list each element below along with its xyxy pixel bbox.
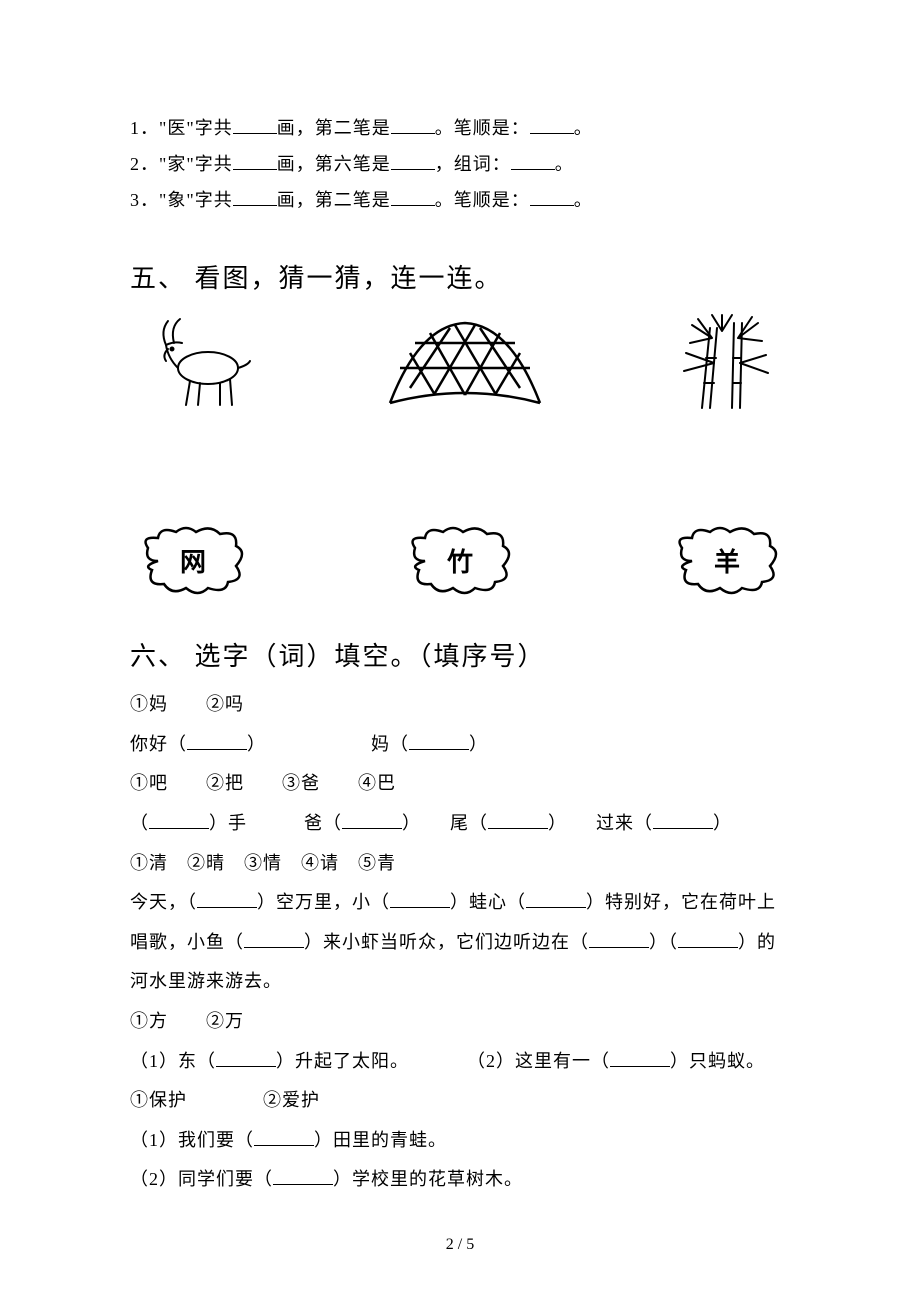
q6-g1-fill: 你好（） 妈（）: [130, 725, 790, 765]
q4-char: 象: [167, 190, 186, 210]
blank: [391, 152, 435, 170]
blank: [273, 1167, 333, 1185]
q5-title: 五、 看图，猜一猜，连一连。: [130, 258, 790, 300]
blank: [391, 116, 435, 134]
blank: [391, 188, 435, 206]
cloud-item: 竹: [405, 526, 515, 596]
blank: [149, 811, 209, 829]
q4-line-1: 1．"医"字共画，第二笔是。笔顺是：。: [130, 110, 790, 146]
blank: [197, 890, 257, 908]
blank: [530, 116, 574, 134]
q5-pictures: [130, 308, 790, 418]
q6-g2-opts: ①吧 ②把 ③爸 ④巴: [130, 764, 790, 804]
cloud-char: 羊: [672, 526, 782, 596]
q6-g1-opts: ①妈 ②吗: [130, 685, 790, 725]
q5-clouds: 网 竹 羊: [130, 526, 790, 596]
cloud-item: 羊: [672, 526, 782, 596]
q6-g2-fill: （）手 爸（） 尾（） 过来（）: [130, 804, 790, 844]
q4-line-2: 2．"家"字共画，第六笔是，组词：。: [130, 146, 790, 182]
blank: [342, 811, 402, 829]
q6-g5-fill-2: （2）同学们要（）学校里的花草树木。: [130, 1160, 790, 1200]
q6-g3-opts: ①清 ②晴 ③情 ④请 ⑤青: [130, 844, 790, 884]
blank: [488, 811, 548, 829]
q6-g4-fill: （1）东（）升起了太阳。 （2）这里有一（）只蚂蚁。: [130, 1042, 790, 1082]
q6-g4-opts: ①方 ②万: [130, 1002, 790, 1042]
q4-container: 1．"医"字共画，第二笔是。笔顺是：。 2．"家"字共画，第六笔是，组词：。 3…: [130, 110, 790, 218]
q4-char: 医: [167, 118, 186, 138]
blank: [678, 930, 738, 948]
cloud-char: 网: [138, 526, 248, 596]
blank: [526, 890, 586, 908]
cloud-item: 网: [138, 526, 248, 596]
bamboo-icon: [662, 313, 782, 413]
q4-char: 家: [167, 154, 186, 174]
blank: [233, 152, 277, 170]
blank: [233, 188, 277, 206]
q6-title: 六、 选字（词）填空。（填序号）: [130, 636, 790, 678]
blank: [511, 152, 555, 170]
page-number: 2 / 5: [0, 1236, 920, 1254]
blank: [409, 732, 469, 750]
blank: [233, 116, 277, 134]
blank: [589, 930, 649, 948]
blank: [254, 1128, 314, 1146]
goat-icon: [138, 313, 268, 413]
blank: [530, 188, 574, 206]
blank: [187, 732, 247, 750]
q6-g3-fill: 今天，（）空万里，小（）蛙心（）特别好，它在荷叶上唱歌，小鱼（）来小虾当听众，它…: [130, 883, 790, 1002]
q6-g5-fill-1: （1）我们要（）田里的青蛙。: [130, 1121, 790, 1161]
q6-g5-opts: ①保护 ②爱护: [130, 1081, 790, 1121]
blank: [244, 930, 304, 948]
blank: [390, 890, 450, 908]
cloud-char: 竹: [405, 526, 515, 596]
blank: [610, 1049, 670, 1067]
q4-num: 1．: [130, 118, 159, 138]
q4-num: 3．: [130, 190, 159, 210]
q4-line-3: 3．"象"字共画，第二笔是。笔顺是：。: [130, 182, 790, 218]
blank: [216, 1049, 276, 1067]
blank: [653, 811, 713, 829]
q6-body: ①妈 ②吗 你好（） 妈（） ①吧 ②把 ③爸 ④巴 （）手 爸（） 尾（） 过…: [130, 685, 790, 1200]
net-icon: [380, 313, 550, 413]
q4-num: 2．: [130, 154, 159, 174]
